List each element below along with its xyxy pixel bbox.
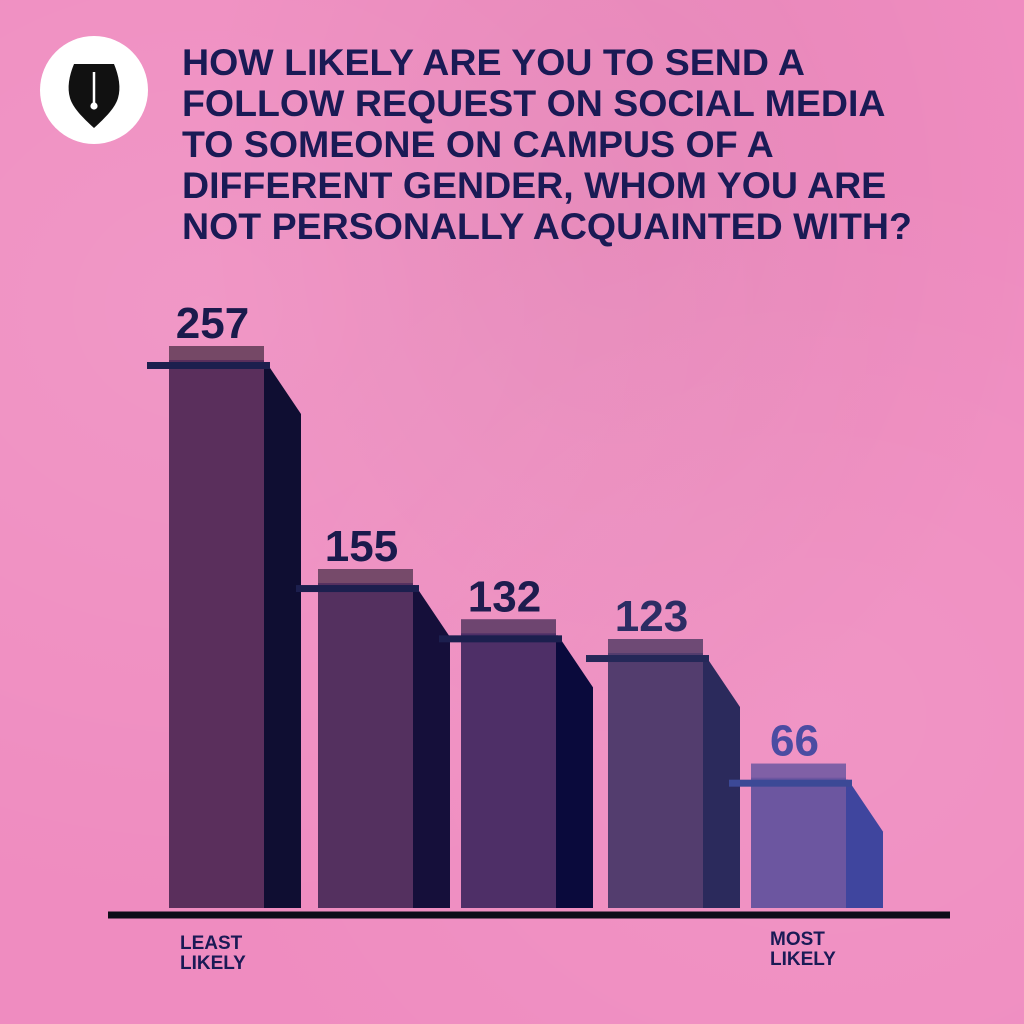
value-label-2: 155 [325,522,398,571]
bar-1 [147,346,301,908]
bar-top-cap [751,763,846,778]
chart-title: HOW LIKELY ARE YOU TO SEND A FOLLOW REQU… [182,41,912,247]
pen-nib-icon [68,64,120,128]
bar-front-face [608,639,703,908]
bar-shelf [729,779,852,787]
least-likely-label: LEAST LIKELY [180,933,246,974]
bar-side-face [846,779,883,908]
bar-top-cap [608,639,703,654]
bar-5 [729,763,883,908]
most-likely-label: MOST LIKELY [770,929,836,970]
value-label-3: 132 [468,572,541,621]
value-label-1: 257 [176,299,249,348]
bar-side-face [264,362,301,908]
logo-badge [40,36,148,144]
bar-shelf [586,655,709,663]
bar-top-cap [461,619,556,634]
bar-front-face [461,619,556,908]
bar-front-face [751,763,846,908]
bar-side-face [703,655,740,908]
value-label-4: 123 [615,592,688,641]
bar-shelf [296,585,419,593]
bar-shelf [147,362,270,369]
bar-front-face [318,569,413,908]
bar-3 [439,619,593,908]
bar-front-face [169,346,264,908]
value-label-5: 66 [770,717,819,766]
bars-group [147,346,883,908]
bar-2 [296,569,450,908]
bar-4 [586,639,740,908]
bar-side-face [556,635,593,908]
bar-shelf [439,635,562,643]
bar-side-face [413,585,450,908]
bar-top-cap [169,346,264,360]
bar-top-cap [318,569,413,584]
value-labels-group: 257 155 132 123 66 [176,299,819,766]
